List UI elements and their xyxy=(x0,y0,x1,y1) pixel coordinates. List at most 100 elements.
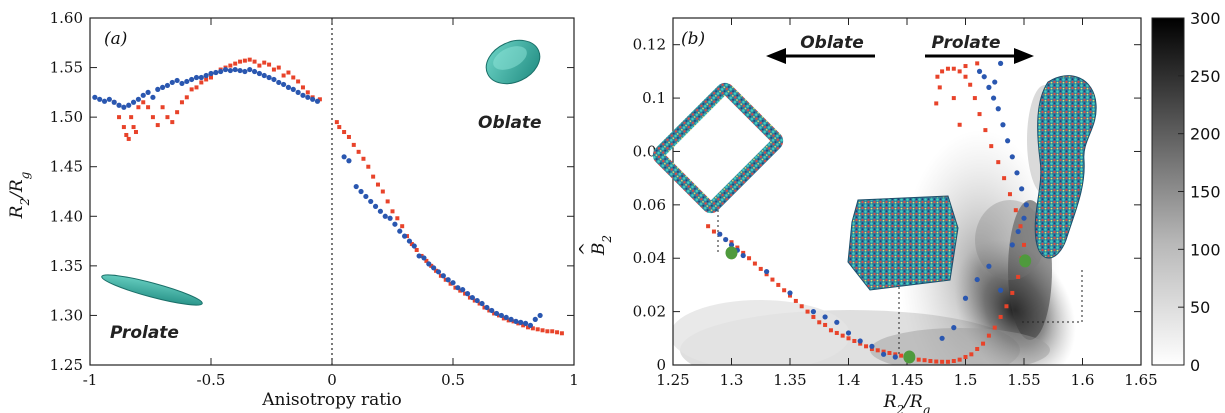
red-data-point xyxy=(823,322,828,327)
red-data-point xyxy=(170,120,175,125)
red-data-point xyxy=(242,58,247,63)
x-tick-label: 1.45 xyxy=(890,371,923,389)
red-data-point xyxy=(267,62,272,67)
red-data-point xyxy=(858,341,863,346)
red-data-point xyxy=(133,130,138,135)
panel-b-x-ticks: 1.25 1.3 1.35 1.4 1.45 1.5 1.55 1.6 1.65 xyxy=(656,18,1158,389)
y-tick-label: 0.1 xyxy=(642,89,666,107)
red-data-point xyxy=(805,309,810,314)
highlight-point xyxy=(725,246,738,260)
blue-data-point xyxy=(285,84,292,90)
red-data-point xyxy=(893,352,898,357)
prolate-label: Prolate xyxy=(110,323,179,343)
panel-a-label: (a) xyxy=(104,29,127,49)
blue-data-point xyxy=(479,300,485,307)
red-data-point xyxy=(951,358,956,363)
red-data-point xyxy=(131,125,136,130)
blue-data-point xyxy=(1023,202,1029,208)
red-data-point xyxy=(969,352,974,357)
red-data-point xyxy=(351,142,356,147)
red-data-point xyxy=(782,288,787,293)
red-data-point xyxy=(758,266,763,271)
blue-data-point xyxy=(411,243,417,249)
blue-data-point xyxy=(372,203,379,209)
prolate-particle-icon xyxy=(101,274,203,306)
blue-data-point xyxy=(484,304,490,311)
red-data-point xyxy=(834,330,839,335)
red-data-point xyxy=(776,282,781,287)
blue-data-point xyxy=(251,68,258,75)
y-tick-label: 0.04 xyxy=(633,249,666,267)
blue-data-point xyxy=(106,96,112,102)
blue-data-point xyxy=(508,316,514,322)
blue-data-point xyxy=(281,81,287,88)
blue-data-point xyxy=(305,94,311,100)
colorbar-tick-label: 250 xyxy=(1190,67,1221,86)
blue-data-point xyxy=(992,79,998,85)
panel-b-x-label: R2/Rg xyxy=(883,392,931,413)
red-data-point xyxy=(729,240,734,245)
red-data-point xyxy=(875,348,880,353)
x-tick-label: 1.35 xyxy=(773,371,806,389)
blue-data-point xyxy=(1009,242,1015,248)
red-data-point xyxy=(380,189,385,194)
blue-data-point xyxy=(174,77,180,84)
x-tick-label: 1.25 xyxy=(656,371,689,389)
blue-data-point xyxy=(513,318,519,324)
x-tick-label: 1.65 xyxy=(1124,371,1157,389)
red-data-point xyxy=(799,304,804,309)
red-data-point xyxy=(957,69,962,74)
panel-a-x-ticks: -1 -0.5 0 0.5 1 xyxy=(83,18,579,389)
colorbar: 0 50 100 150 200 250 300 xyxy=(1151,9,1221,375)
red-data-point xyxy=(545,329,550,334)
red-data-point xyxy=(1018,224,1023,229)
blue-data-point xyxy=(242,68,248,75)
blue-data-point xyxy=(402,233,408,239)
blue-data-point xyxy=(939,335,945,341)
oblate-arrow-label: Oblate xyxy=(800,33,864,53)
red-data-point xyxy=(252,59,257,64)
red-data-point xyxy=(286,70,291,75)
red-data-point xyxy=(199,80,204,85)
oblate-arrow xyxy=(766,48,875,64)
red-data-point xyxy=(864,344,869,349)
red-data-point xyxy=(706,224,711,229)
red-data-point xyxy=(940,69,945,74)
x-tick-label: 0.5 xyxy=(441,371,465,389)
red-data-point xyxy=(414,247,419,252)
panel-a: -1 -0.5 0 0.5 1 1.25 1.30 1.35 1.40 1.45 1.50 1.55… xyxy=(7,9,579,410)
red-data-point xyxy=(409,242,414,247)
blue-data-point xyxy=(787,290,793,296)
blue-data-point xyxy=(995,106,1001,112)
blue-data-point xyxy=(232,66,238,73)
svg-text:R2/Rg: R2/Rg xyxy=(883,392,931,413)
red-data-point xyxy=(951,66,956,71)
red-data-point xyxy=(846,336,851,341)
prolate-arrow xyxy=(925,48,1034,64)
y-tick-label: 1.40 xyxy=(50,207,83,225)
blue-data-point xyxy=(290,86,296,92)
red-data-point xyxy=(788,293,792,298)
red-data-point xyxy=(945,66,950,71)
y-tick-label: 0.06 xyxy=(633,196,666,214)
red-data-point xyxy=(530,326,535,331)
blue-data-point xyxy=(208,70,214,77)
red-data-point xyxy=(963,74,968,79)
red-data-point xyxy=(385,199,390,204)
blue-data-point xyxy=(392,221,398,227)
red-data-point xyxy=(937,85,942,90)
blue-data-point xyxy=(358,188,364,195)
panel-a-x-label: Anisotropy ratio xyxy=(261,390,401,410)
red-data-point xyxy=(184,95,189,100)
blue-data-point xyxy=(869,343,875,349)
red-data-point xyxy=(160,105,165,110)
panel-a-points xyxy=(92,57,564,336)
red-data-point xyxy=(337,125,342,130)
blue-data-point xyxy=(140,92,146,98)
red-data-point xyxy=(458,288,463,293)
colorbar-tick-label: 100 xyxy=(1190,240,1221,259)
red-data-point xyxy=(940,359,945,364)
red-data-point xyxy=(951,96,956,101)
blue-data-point xyxy=(986,263,992,269)
